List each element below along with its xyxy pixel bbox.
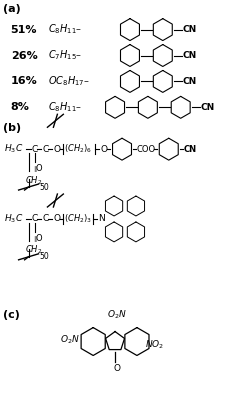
Text: $CH_2$: $CH_2$ xyxy=(24,174,42,186)
Text: 51%: 51% xyxy=(11,24,37,35)
Text: $CH_2$: $CH_2$ xyxy=(24,244,42,256)
Text: O: O xyxy=(100,144,107,154)
Text: $NO_2$: $NO_2$ xyxy=(145,338,164,351)
Text: 16%: 16% xyxy=(11,77,38,86)
Text: O: O xyxy=(113,364,120,374)
Text: $H_3C$: $H_3C$ xyxy=(4,213,23,225)
Text: $(CH_2)_6$: $(CH_2)_6$ xyxy=(64,143,92,155)
Text: C: C xyxy=(32,144,38,154)
Text: $O_2N$: $O_2N$ xyxy=(107,309,127,321)
Text: CN: CN xyxy=(184,144,197,154)
Text: $\mathit{OC_8H_{17}}$–: $\mathit{OC_8H_{17}}$– xyxy=(48,74,90,88)
Text: $\parallel$: $\parallel$ xyxy=(32,164,37,174)
Text: $O_2N$: $O_2N$ xyxy=(60,333,80,346)
Text: CN: CN xyxy=(200,103,215,112)
Text: $(CH_2)_3$: $(CH_2)_3$ xyxy=(64,213,92,225)
Text: O: O xyxy=(54,214,60,223)
Text: O: O xyxy=(54,144,60,154)
Text: 8%: 8% xyxy=(11,102,30,112)
Text: O: O xyxy=(36,164,42,173)
Text: $\parallel$: $\parallel$ xyxy=(32,234,37,244)
Text: O: O xyxy=(36,234,42,243)
Text: C: C xyxy=(42,144,49,154)
Text: C: C xyxy=(32,214,38,223)
Text: 50: 50 xyxy=(40,183,49,192)
Text: $\mathit{C_7H_{15}}$–: $\mathit{C_7H_{15}}$– xyxy=(48,48,82,62)
Text: 26%: 26% xyxy=(11,50,38,61)
Text: CN: CN xyxy=(183,51,197,60)
Text: N: N xyxy=(98,214,105,223)
Text: COO: COO xyxy=(137,144,156,154)
Text: (c): (c) xyxy=(3,310,20,319)
Text: (b): (b) xyxy=(3,123,21,133)
Text: C: C xyxy=(42,214,49,223)
Text: (a): (a) xyxy=(3,4,21,14)
Text: CN: CN xyxy=(183,25,197,34)
Text: CN: CN xyxy=(183,77,197,86)
Text: $\mathit{C_8H_{11}}$–: $\mathit{C_8H_{11}}$– xyxy=(48,23,82,37)
Text: $\mathit{C_8H_{11}}$–: $\mathit{C_8H_{11}}$– xyxy=(48,101,82,114)
Text: $H_3C$: $H_3C$ xyxy=(4,143,23,155)
Text: 50: 50 xyxy=(40,252,49,261)
